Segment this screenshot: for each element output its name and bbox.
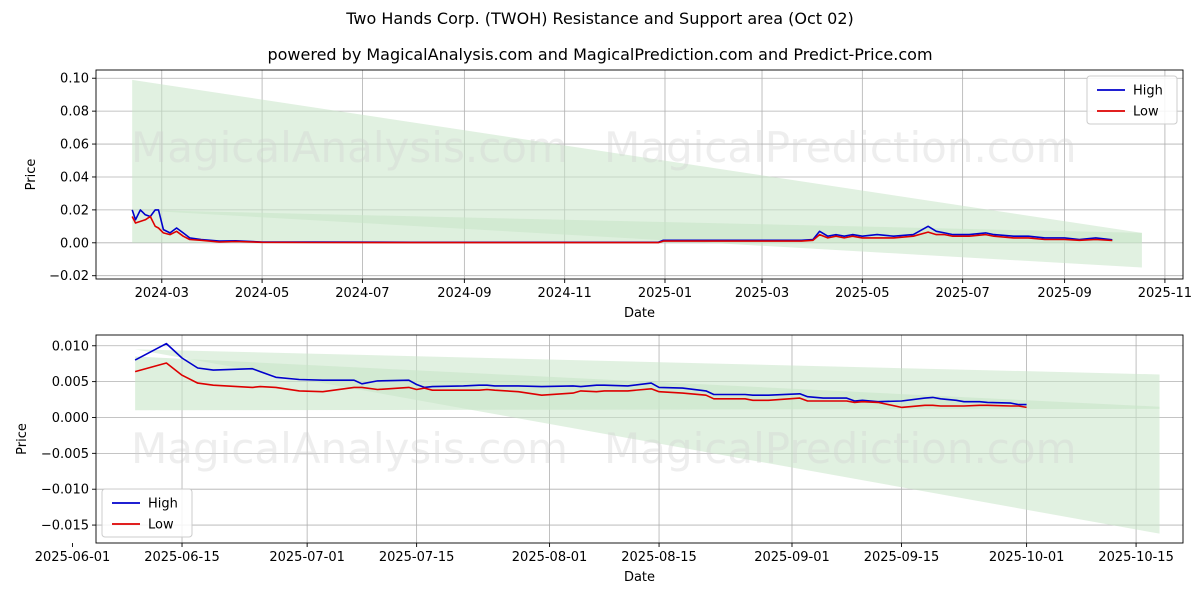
legend-box	[101, 488, 193, 538]
x-tick-label: 2025-07	[935, 286, 989, 301]
x-tick-label: 2025-08-15	[621, 550, 697, 565]
legend-label-high: High	[148, 497, 178, 512]
x-tick-label: 2025-11	[1138, 286, 1192, 301]
legend-label-low: Low	[148, 518, 174, 533]
chart-title: Two Hands Corp. (TWOH) Resistance and Su…	[346, 9, 854, 28]
series-line-high	[134, 342, 1027, 406]
x-tick-label: 2025-08-01	[512, 550, 588, 565]
x-tick-label: 2025-03	[735, 286, 789, 301]
y-tick-label: −0.02	[49, 269, 89, 284]
y-tick-label: 0.00	[60, 236, 89, 251]
x-tick-label: 2025-10-01	[989, 550, 1065, 565]
x-tick-label: 2025-05	[835, 286, 889, 301]
x-axis-label: Date	[624, 570, 655, 585]
y-tick-label: −0.010	[41, 483, 89, 498]
series-line-low	[134, 362, 1027, 409]
x-tick-label: 2025-09-01	[754, 550, 830, 565]
x-tick-label: 2025-10-15	[1098, 550, 1174, 565]
chart-2: MagicalAnalysis.com MagicalPrediction.com…	[15, 334, 1184, 585]
y-tick-label: 0.02	[60, 203, 89, 218]
y-axis-label: Price	[15, 423, 30, 455]
legend: High Low	[101, 488, 193, 538]
x-tick-label: 2024-11	[538, 286, 592, 301]
watermark-text: MagicalAnalysis.com	[131, 424, 568, 473]
x-tick-label: 2024-03	[135, 286, 189, 301]
watermark-text: MagicalPrediction.com	[604, 123, 1077, 172]
y-tick-label: −0.015	[41, 519, 89, 534]
y-tick-label: 0.04	[60, 170, 89, 185]
x-tick-label: 2024-09	[437, 286, 491, 301]
legend-label-high: High	[1133, 84, 1163, 99]
y-tick-label: 0.000	[52, 411, 89, 426]
x-tick-label: 2024-05	[235, 286, 289, 301]
x-tick-label: 2025-07-15	[379, 550, 455, 565]
chart-subtitle: powered by MagicalAnalysis.com and Magic…	[267, 45, 933, 64]
y-tick-label: −0.005	[41, 447, 89, 462]
x-tick-label: 2025-07-01	[269, 550, 345, 565]
y-tick-label: 0.08	[60, 105, 89, 120]
x-tick-label: 2025-06-15	[144, 550, 220, 565]
watermark-text: MagicalPrediction.com	[604, 424, 1077, 473]
x-tick-label: 2025-06-01	[35, 550, 111, 565]
x-tick-label: 2024-07	[335, 286, 389, 301]
x-tick-label: 2025-09-15	[864, 550, 940, 565]
y-axis-label: Price	[24, 159, 39, 191]
legend-label-low: Low	[1133, 105, 1159, 120]
plot-frame	[95, 69, 1184, 280]
chart-1: MagicalAnalysis.com MagicalPrediction.com…	[24, 69, 1192, 321]
legend: High Low	[1086, 75, 1178, 125]
y-tick-label: 0.10	[60, 72, 89, 87]
y-tick-label: 0.010	[52, 339, 89, 354]
series-line-high	[131, 209, 1113, 244]
legend-box	[1086, 75, 1178, 125]
series-line-low	[131, 215, 1113, 244]
x-tick-label: 2025-01	[638, 286, 692, 301]
support-band	[132, 209, 1142, 243]
watermark-text: MagicalAnalysis.com	[131, 123, 568, 172]
x-axis-label: Date	[624, 306, 655, 321]
x-tick-label: 2025-09	[1037, 286, 1091, 301]
y-tick-label: 0.06	[60, 138, 89, 153]
plot-frame	[95, 334, 1184, 544]
y-tick-label: 0.005	[52, 375, 89, 390]
